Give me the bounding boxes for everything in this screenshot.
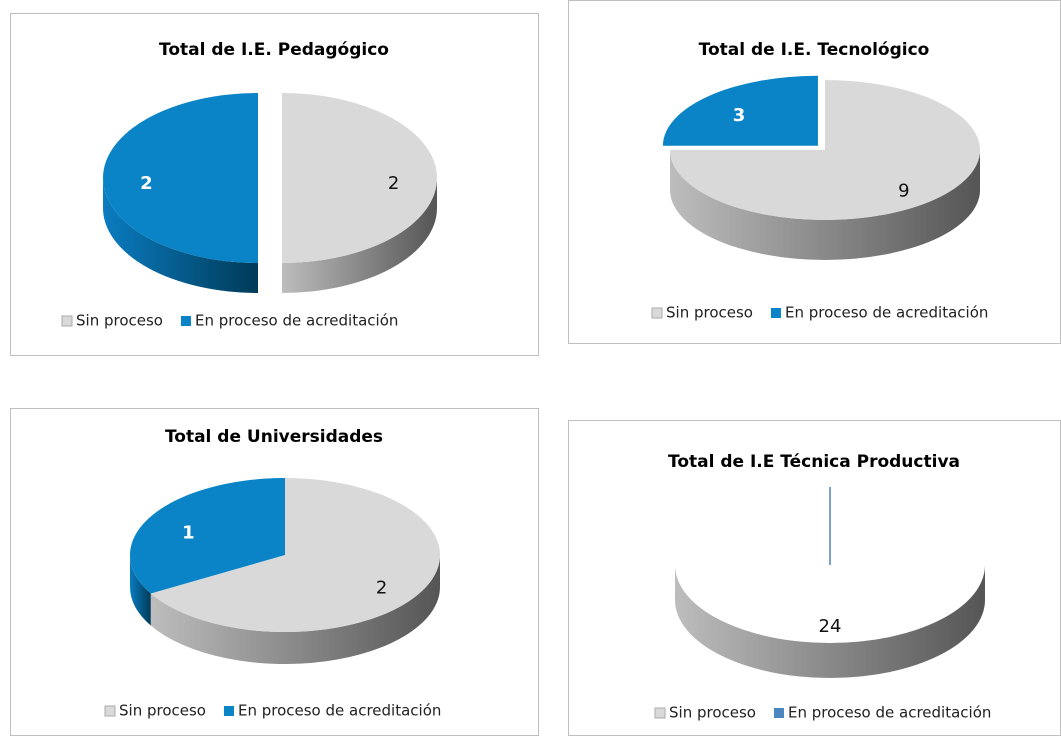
legend-swatch [180, 316, 191, 326]
pie-slice [282, 93, 437, 263]
legend-swatch [654, 707, 666, 719]
pie-slice [670, 80, 980, 220]
legend-label: En proceso de acreditación [785, 304, 988, 322]
data-label: 2 [140, 173, 153, 194]
legend-label: En proceso de acreditación [195, 312, 398, 330]
chart-title: Total de Universidades [165, 427, 383, 447]
pie-side [130, 555, 151, 626]
legend-swatch [770, 308, 781, 318]
legend-label: Sin proceso [669, 704, 756, 722]
pie-side [150, 555, 441, 665]
pie-side [670, 150, 980, 260]
legend-swatch [651, 307, 663, 319]
legend-label: En proceso de acreditación [238, 702, 441, 720]
pie-slice [662, 75, 818, 146]
legend-swatch [61, 315, 73, 327]
data-label: 2 [388, 173, 399, 194]
pie-side [282, 178, 437, 293]
chart: Total de Universidades 2 1 Sin proceso En pr… [10, 408, 539, 736]
legend-swatch [104, 705, 116, 717]
legend-swatch [773, 708, 784, 718]
data-label: 9 [898, 181, 909, 202]
legend-swatch [223, 706, 234, 716]
legend-label: Sin proceso [76, 312, 163, 330]
chart: Total de I.E. Pedagógico 2 2 Sin proceso En … [10, 13, 539, 356]
pie-side [675, 565, 985, 678]
chart: Total de I.E. Tecnológico 9 3 Sin proceso En… [568, 0, 1061, 344]
chart-title: Total de I.E. Tecnológico [699, 40, 930, 60]
data-label: 3 [733, 105, 746, 126]
legend-label: En proceso de acreditación [788, 704, 991, 722]
chart-title: Total de I.E Técnica Productiva [668, 452, 960, 472]
data-label: 24 [819, 616, 842, 637]
pie-slice [150, 478, 441, 632]
data-label: 1 [182, 522, 195, 543]
legend-label: Sin proceso [666, 304, 753, 322]
pie-slice [130, 478, 285, 594]
chart: Total de I.E Técnica Productiva 24 Sin pro… [568, 420, 1061, 736]
legend-label: Sin proceso [119, 702, 206, 720]
chart-frame [10, 13, 539, 356]
data-label: 2 [376, 578, 387, 599]
pie-side [103, 178, 258, 293]
chart-title: Total de I.E. Pedagógico [159, 40, 389, 60]
pie-slice [103, 93, 258, 263]
